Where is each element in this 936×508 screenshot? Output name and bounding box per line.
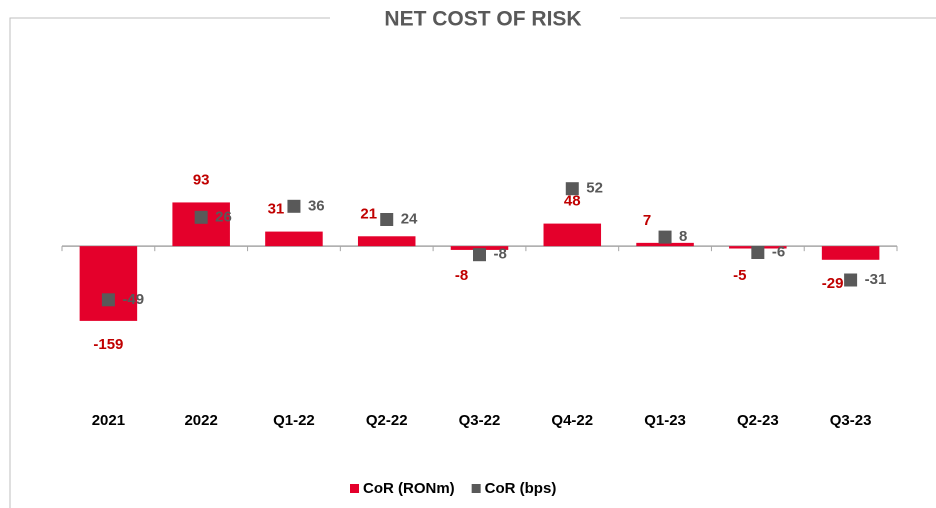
marker bbox=[751, 246, 765, 259]
bar bbox=[543, 223, 602, 247]
marker-label: -8 bbox=[494, 246, 507, 263]
bar bbox=[357, 236, 416, 247]
bar bbox=[79, 246, 138, 321]
x-tick-label: Q2-23 bbox=[737, 412, 779, 429]
legend-label: CoR (bps) bbox=[485, 480, 557, 497]
x-tick-label: 2022 bbox=[184, 412, 217, 429]
legend-swatch bbox=[350, 484, 359, 493]
marker bbox=[101, 293, 115, 307]
bar-label: -8 bbox=[455, 267, 468, 284]
marker bbox=[473, 248, 486, 262]
bar-label: 48 bbox=[564, 193, 581, 210]
x-tick-label: Q1-22 bbox=[273, 412, 315, 429]
bar-label: -5 bbox=[733, 267, 746, 284]
marker-label: 36 bbox=[308, 197, 325, 214]
bar bbox=[265, 231, 323, 247]
marker-label: 52 bbox=[586, 180, 603, 197]
bar bbox=[450, 246, 509, 250]
marker-label: -6 bbox=[772, 243, 785, 260]
x-tick-label: Q3-23 bbox=[830, 412, 872, 429]
marker bbox=[380, 213, 394, 226]
marker bbox=[565, 182, 579, 196]
bar bbox=[821, 246, 880, 260]
bar-label: -29 bbox=[822, 275, 844, 292]
x-tick-label: Q4-22 bbox=[551, 412, 593, 429]
x-tick-label: Q1-23 bbox=[644, 412, 686, 429]
marker-label: -31 bbox=[865, 271, 887, 288]
bar-label: -159 bbox=[93, 336, 123, 353]
marker-label: 8 bbox=[679, 228, 687, 245]
marker-label: -49 bbox=[122, 291, 144, 308]
bar bbox=[636, 242, 694, 247]
marker bbox=[287, 199, 301, 213]
bar-label: 31 bbox=[268, 201, 285, 218]
legend-swatch bbox=[471, 484, 481, 493]
frame bbox=[9, 17, 330, 508]
x-tick-label: Q3-22 bbox=[459, 412, 501, 429]
marker-label: 24 bbox=[401, 210, 418, 227]
marker bbox=[194, 210, 208, 224]
chart-title: NET COST OF RISK bbox=[384, 8, 581, 31]
bar bbox=[172, 202, 230, 247]
legend-label: CoR (RONm) bbox=[363, 480, 455, 497]
x-tick-label: Q2-22 bbox=[366, 412, 408, 429]
marker bbox=[658, 230, 672, 244]
bar-label: 21 bbox=[360, 205, 377, 222]
marker bbox=[844, 273, 858, 287]
bar-label: 93 bbox=[193, 171, 210, 188]
x-tick-label: 2021 bbox=[92, 412, 125, 429]
marker-label: 26 bbox=[215, 208, 232, 225]
bar-label: 7 bbox=[643, 212, 651, 229]
